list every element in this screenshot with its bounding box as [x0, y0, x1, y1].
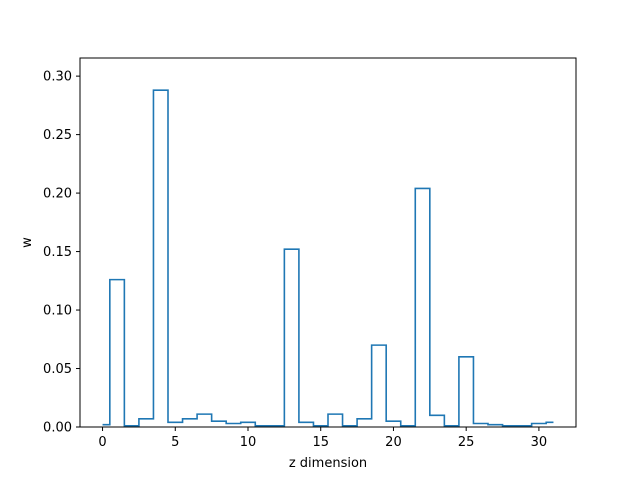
x-tick-label: 20 [385, 435, 402, 450]
x-tick-label: 15 [312, 435, 329, 450]
y-axis-ticks: 0.00 0.05 0.10 0.15 0.20 0.25 0.30 [43, 70, 80, 436]
plot-area [102, 89, 554, 427]
x-tick-label: 25 [458, 435, 475, 450]
y-tick-label: 0.30 [43, 70, 72, 85]
x-axis-ticks: 0 5 10 15 20 25 30 [98, 427, 547, 450]
y-tick-label: 0.10 [43, 304, 72, 319]
x-tick-label: 5 [171, 435, 179, 450]
step-line-series [102, 89, 554, 427]
y-tick-label: 0.00 [43, 421, 72, 436]
x-tick-label: 0 [98, 435, 106, 450]
y-tick-label: 0.15 [43, 245, 72, 260]
x-axis-label: z dimension [289, 456, 367, 471]
x-tick-label: 10 [240, 435, 257, 450]
x-tick-label: 30 [531, 435, 548, 450]
axes-frame [79, 57, 577, 428]
y-tick-label: 0.05 [43, 362, 72, 377]
y-tick-label: 0.20 [43, 187, 72, 202]
y-tick-label: 0.25 [43, 128, 72, 143]
y-axis-label: w [20, 237, 35, 248]
